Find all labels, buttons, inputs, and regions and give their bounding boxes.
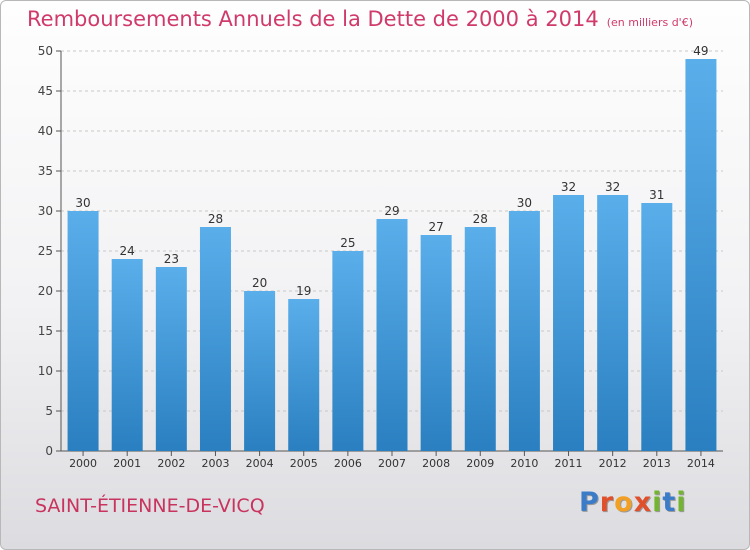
- bar-2013: [641, 203, 673, 451]
- data-label-2008: 27: [428, 220, 443, 234]
- bar-2000: [67, 211, 99, 451]
- x-tick-label-2009: 2009: [466, 457, 494, 470]
- data-label-2001: 24: [120, 244, 135, 258]
- bar-2004: [244, 291, 276, 451]
- logo-letter: t: [662, 487, 677, 518]
- data-label-2005: 19: [296, 284, 311, 298]
- proxiti-logo: Proxiti: [579, 487, 687, 518]
- y-tick-label: 10: [38, 364, 53, 378]
- x-tick-label-2005: 2005: [290, 457, 318, 470]
- data-label-2006: 25: [340, 236, 355, 250]
- data-label-2002: 23: [164, 252, 179, 266]
- chart-unit: (en milliers d'€): [606, 16, 693, 29]
- y-tick-label: 40: [38, 124, 53, 138]
- y-tick-label: 0: [45, 444, 53, 458]
- data-label-2012: 32: [605, 180, 620, 194]
- y-tick-label: 45: [38, 84, 53, 98]
- x-tick-label-2006: 2006: [334, 457, 362, 470]
- x-tick-label-2004: 2004: [246, 457, 274, 470]
- data-label-2009: 28: [473, 212, 488, 226]
- logo-letter: r: [599, 487, 615, 518]
- logo-letter: x: [633, 487, 653, 518]
- data-label-2014: 49: [693, 44, 708, 58]
- y-tick-label: 20: [38, 284, 53, 298]
- bars: [67, 59, 717, 451]
- x-tick-label-2010: 2010: [510, 457, 538, 470]
- chart-title-text: Remboursements Annuels de la Dette de 20…: [27, 7, 599, 31]
- bar-2003: [199, 227, 231, 451]
- bar-2014: [685, 59, 717, 451]
- chart-title: Remboursements Annuels de la Dette de 20…: [27, 7, 693, 31]
- y-tick-label: 25: [38, 244, 53, 258]
- data-labels: 30 24 23 28 20 19 25 29 27 28 30 32 32 31 49: [75, 44, 708, 298]
- x-tick-label-2000: 2000: [69, 457, 97, 470]
- y-tick-label: 30: [38, 204, 53, 218]
- data-label-2000: 30: [75, 196, 90, 210]
- logo-letter: i: [676, 487, 687, 518]
- logo-letter: P: [579, 487, 600, 518]
- commune-name: SAINT-ÉTIENNE-DE-VICQ: [35, 495, 265, 517]
- bar-2012: [597, 195, 629, 451]
- bar-2008: [420, 235, 452, 451]
- bar-2007: [376, 219, 408, 451]
- axes: 0 5 10 15 20 25 30 35 40 45 50 2000 2001 2002 2003 2004…: [38, 44, 723, 470]
- data-label-2010: 30: [517, 196, 532, 210]
- x-tick-label-2013: 2013: [643, 457, 671, 470]
- data-label-2013: 31: [649, 188, 664, 202]
- x-tick-label-2014: 2014: [687, 457, 715, 470]
- y-tick-label: 5: [45, 404, 53, 418]
- y-tick-label: 35: [38, 164, 53, 178]
- x-tick-label-2011: 2011: [555, 457, 583, 470]
- data-label-2003: 28: [208, 212, 223, 226]
- x-tick-label-2008: 2008: [422, 457, 450, 470]
- x-tick-label-2002: 2002: [157, 457, 185, 470]
- x-tick-label-2001: 2001: [113, 457, 141, 470]
- logo-letter: o: [614, 487, 634, 518]
- y-tick-label: 50: [38, 44, 53, 58]
- x-tick-label-2012: 2012: [599, 457, 627, 470]
- bar-2001: [111, 259, 143, 451]
- data-label-2011: 32: [561, 180, 576, 194]
- y-tick-label: 15: [38, 324, 53, 338]
- logo-letter: i: [652, 487, 663, 518]
- x-tick-label-2003: 2003: [201, 457, 229, 470]
- data-label-2004: 20: [252, 276, 267, 290]
- data-label-2007: 29: [384, 204, 399, 218]
- bar-2002: [155, 267, 187, 451]
- x-tick-label-2007: 2007: [378, 457, 406, 470]
- bar-2006: [332, 251, 364, 451]
- bar-2010: [508, 211, 540, 451]
- bar-2005: [288, 299, 320, 451]
- bar-2011: [553, 195, 585, 451]
- bar-2009: [464, 227, 496, 451]
